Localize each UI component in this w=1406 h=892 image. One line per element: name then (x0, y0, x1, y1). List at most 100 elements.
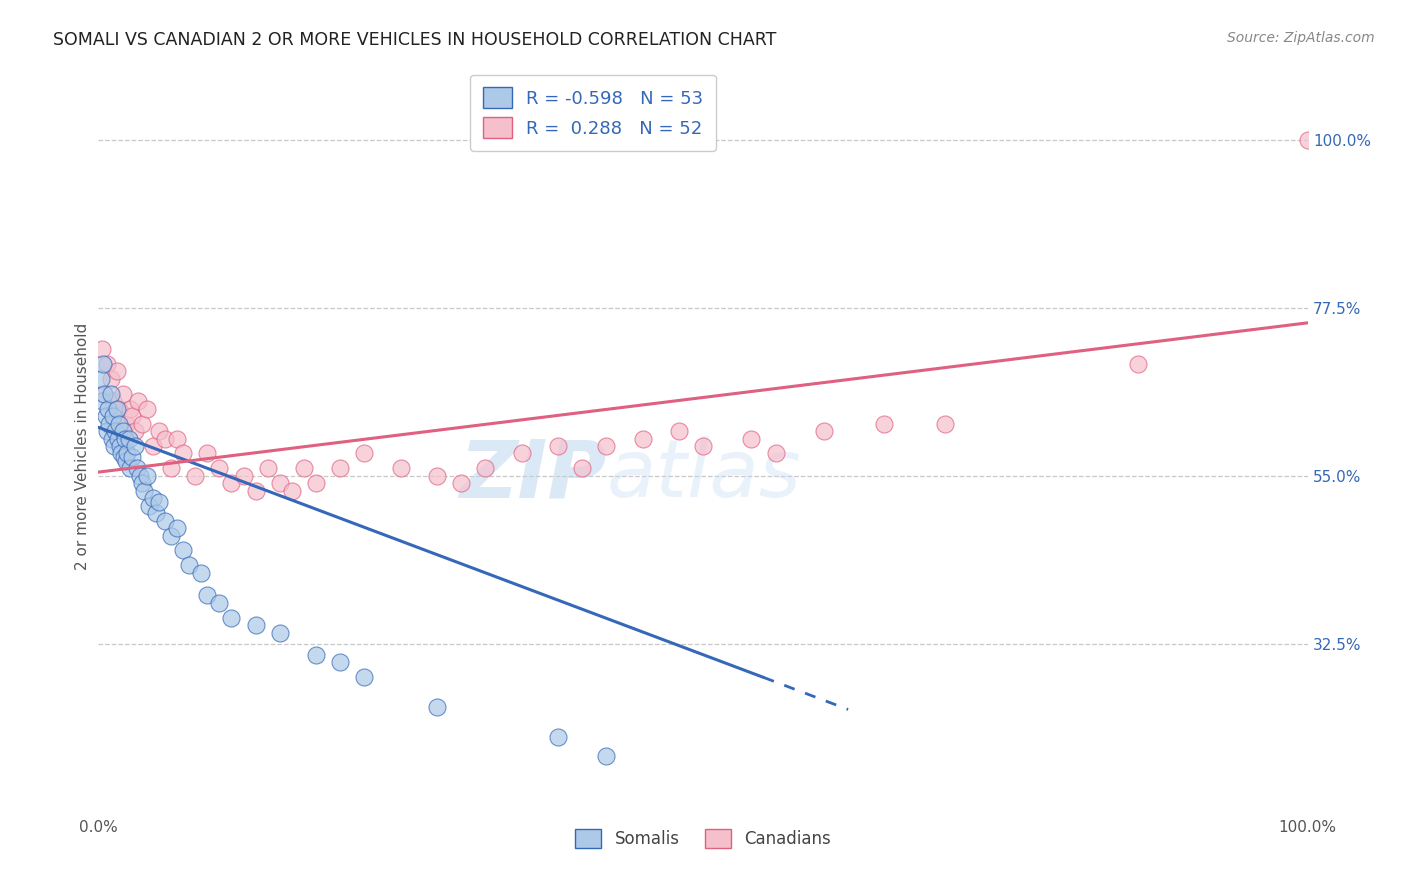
Point (135, 468, 157, 483)
Point (595, 439, 617, 453)
Text: ZIP: ZIP (458, 436, 606, 515)
Point (105, 364, 128, 378)
Point (1128, 357, 1150, 371)
Point (221, 610, 243, 624)
Point (117, 446, 139, 460)
Point (305, 648, 328, 662)
Legend: Somalis, Canadians: Somalis, Canadians (568, 822, 838, 855)
Point (353, 670, 375, 684)
Point (91, 357, 114, 371)
Point (145, 506, 167, 520)
Point (100, 432, 122, 446)
Point (127, 394, 149, 409)
Point (160, 528, 183, 542)
Point (115, 454, 138, 468)
Point (105, 401, 128, 416)
Point (124, 439, 146, 453)
Text: SOMALI VS CANADIAN 2 OR MORE VEHICLES IN HOUSEHOLD CORRELATION CHART: SOMALI VS CANADIAN 2 OR MORE VEHICLES IN… (53, 31, 776, 49)
Point (98, 417, 121, 431)
Point (148, 495, 170, 509)
Point (245, 618, 267, 632)
Point (114, 432, 136, 446)
Point (813, 424, 835, 438)
Point (329, 461, 352, 475)
Point (153, 514, 176, 528)
Point (108, 417, 131, 431)
Point (142, 439, 165, 453)
Point (692, 439, 714, 453)
Point (128, 468, 150, 483)
Text: Source: ZipAtlas.com: Source: ZipAtlas.com (1227, 31, 1375, 45)
Point (668, 424, 690, 438)
Point (110, 446, 132, 460)
Point (134, 483, 156, 498)
Point (208, 596, 231, 610)
Point (329, 656, 352, 670)
Point (138, 499, 160, 513)
Point (160, 461, 183, 475)
Point (166, 432, 188, 446)
Point (269, 625, 291, 640)
Point (172, 446, 194, 460)
Point (179, 558, 201, 573)
Point (91, 394, 114, 409)
Point (221, 476, 243, 491)
Point (90, 372, 112, 386)
Point (450, 476, 472, 491)
Point (127, 461, 149, 475)
Point (96, 357, 118, 371)
Point (108, 439, 131, 453)
Point (245, 483, 267, 498)
Point (232, 468, 254, 483)
Point (166, 521, 188, 535)
Point (107, 432, 129, 446)
Point (281, 483, 304, 498)
Point (111, 424, 134, 438)
Point (474, 461, 496, 475)
Point (121, 450, 143, 465)
Point (93, 386, 115, 401)
Point (131, 476, 153, 491)
Point (100, 372, 122, 386)
Point (148, 424, 170, 438)
Point (172, 543, 194, 558)
Point (142, 491, 165, 506)
Point (91, 342, 114, 356)
Point (934, 417, 956, 431)
Point (305, 476, 328, 491)
Point (112, 450, 135, 465)
Point (765, 446, 787, 460)
Text: atlas: atlas (606, 436, 801, 515)
Point (208, 461, 231, 475)
Point (153, 432, 176, 446)
Point (104, 424, 127, 438)
Point (269, 476, 291, 491)
Point (124, 424, 146, 438)
Point (101, 409, 124, 424)
Point (118, 461, 141, 475)
Point (115, 417, 138, 431)
Y-axis label: 2 or more Vehicles in Household: 2 or more Vehicles in Household (75, 322, 90, 570)
Point (595, 748, 617, 763)
Point (547, 439, 569, 453)
Point (631, 432, 654, 446)
Point (121, 409, 143, 424)
Point (100, 386, 122, 401)
Point (118, 432, 141, 446)
Point (94, 409, 117, 424)
Point (108, 401, 131, 416)
Point (426, 468, 449, 483)
Point (547, 730, 569, 744)
Point (101, 394, 124, 409)
Point (190, 566, 212, 580)
Point (426, 700, 449, 714)
Point (873, 417, 896, 431)
Point (353, 446, 375, 460)
Point (96, 424, 118, 438)
Point (195, 446, 218, 460)
Point (111, 386, 134, 401)
Point (103, 439, 125, 453)
Point (571, 461, 593, 475)
Point (97, 401, 120, 416)
Point (184, 468, 207, 483)
